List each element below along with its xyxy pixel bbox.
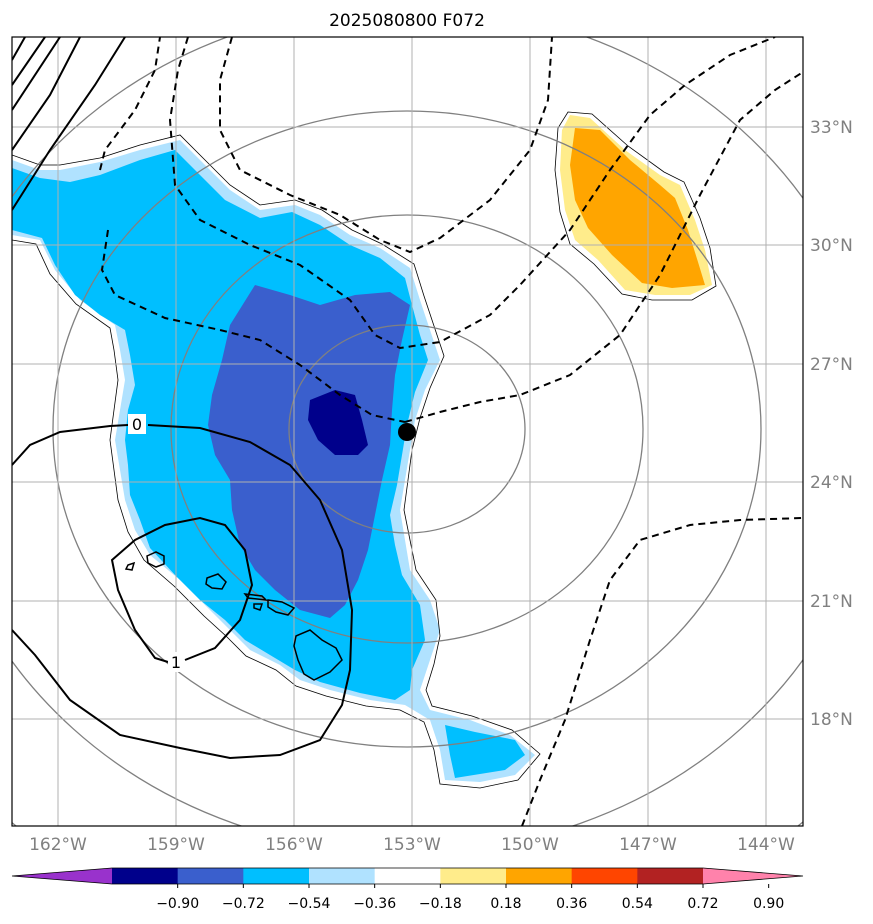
coastlines	[124, 551, 343, 681]
colorbar-tick-label: −0.36	[353, 896, 396, 912]
colorbar-ticks: −0.90 −0.72 −0.54 −0.36 −0.18 0.18 0.36 0.54 0.7…	[156, 884, 784, 912]
colorbar-segment	[112, 868, 179, 884]
latitude-labels: 33°N 30°N 27°N 24°N 21°N 18°N	[810, 118, 853, 730]
colorbar-extend-min	[12, 868, 112, 884]
colorbar-segment	[177, 868, 244, 884]
lon-label-162: 162°W	[29, 835, 87, 855]
colorbar-outline	[11, 867, 804, 885]
colorbar-segment	[309, 868, 376, 884]
colorbar-tick-label: 0.72	[687, 896, 718, 912]
contour-label-0: 0	[132, 415, 142, 434]
lat-label-24: 24°N	[810, 473, 853, 493]
contour-label-bg-1	[168, 652, 184, 672]
colorbar-tick-label: −0.72	[222, 896, 265, 912]
lon-label-159: 159°W	[147, 835, 205, 855]
colorbar-segment	[571, 868, 638, 884]
longitude-labels: 162°W 159°W 156°W 153°W 150°W 147°W 144°…	[29, 835, 795, 855]
lon-label-144: 144°W	[737, 835, 795, 855]
colorbar-tick-label: −0.90	[156, 896, 199, 912]
lat-label-27: 27°N	[810, 355, 853, 375]
lat-label-30: 30°N	[810, 236, 853, 256]
colorbar-tick-label: −0.54	[288, 896, 331, 912]
colorbar-tick-label: 0.36	[556, 896, 587, 912]
shade-outline-positive	[554, 111, 717, 301]
colorbar	[11, 867, 804, 885]
contour-label-bg-0	[128, 414, 146, 434]
shade-orange	[570, 128, 705, 288]
colorbar-segment	[440, 868, 507, 884]
contour-label-1: 1	[171, 653, 181, 672]
plot-frame	[11, 36, 804, 827]
storm-center-marker	[398, 423, 416, 441]
colorbar-tick-label: 0.54	[622, 896, 653, 912]
solid-contours	[12, 37, 354, 760]
colorbar-tick-label: −0.18	[419, 896, 462, 912]
colorbar-segment	[243, 868, 310, 884]
dashed-contours	[99, 37, 803, 826]
shade-navy	[308, 390, 368, 455]
gridlines	[12, 37, 803, 826]
lat-label-18: 18°N	[810, 710, 853, 730]
lon-label-156: 156°W	[265, 835, 323, 855]
lat-label-33: 33°N	[810, 118, 853, 138]
lon-label-150: 150°W	[501, 835, 559, 855]
colorbar-tick-label: 0.18	[490, 896, 521, 912]
colorbar-segment	[374, 868, 441, 884]
lat-label-21: 21°N	[810, 592, 853, 612]
shade-outline	[12, 134, 541, 789]
colorbar-segment	[637, 868, 704, 884]
colorbar-segment	[506, 868, 573, 884]
lon-label-153: 153°W	[383, 835, 441, 855]
colorbar-tick-label: 0.90	[753, 896, 784, 912]
lon-label-147: 147°W	[619, 835, 677, 855]
shade-royal-blue	[208, 285, 410, 618]
colorbar-extend-max	[703, 868, 803, 884]
map-title: 2025080800 F072	[329, 11, 485, 31]
